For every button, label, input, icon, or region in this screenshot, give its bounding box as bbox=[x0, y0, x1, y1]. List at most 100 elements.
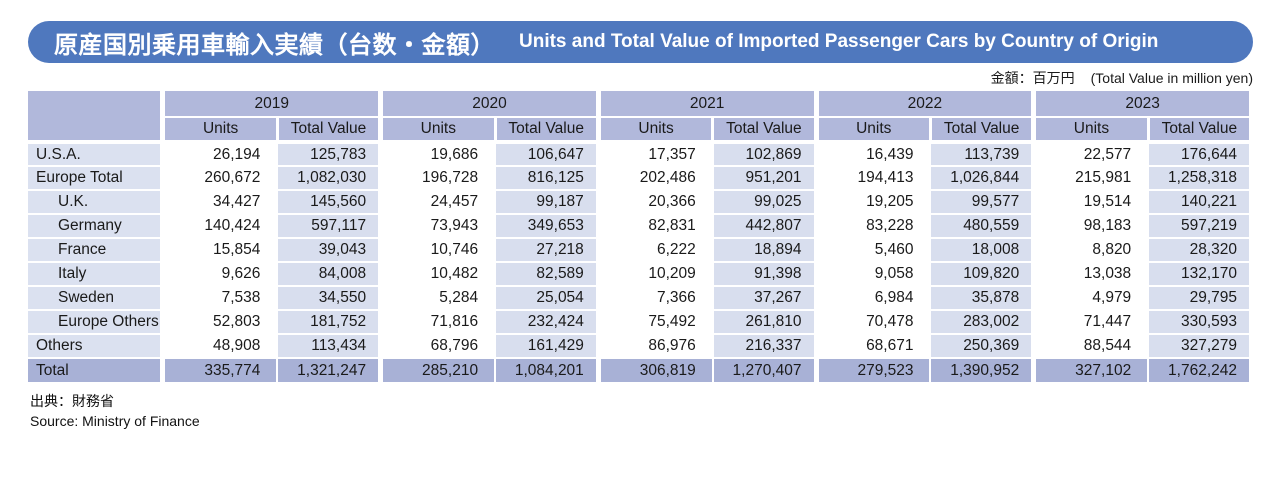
total-value-cell: 84,008 bbox=[277, 262, 384, 287]
units-column-header: Units bbox=[162, 117, 279, 144]
units-value-cell: 26,194 bbox=[162, 142, 279, 167]
total-value-column-header: Total Value bbox=[712, 117, 819, 144]
total-value-cell: 176,644 bbox=[1148, 142, 1255, 167]
units-column-header: Units bbox=[598, 117, 715, 144]
total-value-cell: 1,026,844 bbox=[930, 166, 1037, 191]
total-value-cell: 261,810 bbox=[712, 310, 819, 335]
units-value-cell: 140,424 bbox=[162, 214, 279, 239]
total-value-cell: 1,270,407 bbox=[712, 358, 819, 384]
total-value-cell: 250,369 bbox=[930, 334, 1037, 359]
total-value-cell: 327,279 bbox=[1148, 334, 1255, 359]
imported-cars-table: 2019 2020 2021 2022 2023 Units Total Value Unit… bbox=[28, 91, 1255, 384]
total-value-cell: 951,201 bbox=[712, 166, 819, 191]
units-value-cell: 17,357 bbox=[598, 142, 714, 167]
units-value-cell: 98,183 bbox=[1033, 214, 1150, 239]
units-value-cell: 68,796 bbox=[380, 334, 497, 359]
units-column-header: Units bbox=[816, 117, 932, 144]
total-value-cell: 216,337 bbox=[712, 334, 819, 359]
total-value-column-header: Total Value bbox=[1148, 117, 1255, 144]
units-value-cell: 335,774 bbox=[162, 358, 279, 384]
total-value-cell: 28,320 bbox=[1148, 238, 1255, 263]
total-value-cell: 25,054 bbox=[495, 286, 601, 311]
row-label: Total bbox=[28, 358, 166, 384]
units-value-cell: 196,728 bbox=[380, 166, 497, 191]
units-value-cell: 5,460 bbox=[816, 238, 932, 263]
total-value-cell: 18,008 bbox=[930, 238, 1037, 263]
total-value-cell: 597,219 bbox=[1148, 214, 1255, 239]
total-value-cell: 480,559 bbox=[930, 214, 1037, 239]
page-title-japanese: 原産国別乗用車輸入実績（台数・金額） bbox=[54, 31, 495, 59]
table-row: Sweden 7,538 34,550 5,284 25,054 7,366 37,267 6… bbox=[28, 286, 1255, 311]
total-value-cell: 99,187 bbox=[495, 190, 601, 215]
total-value-cell: 145,560 bbox=[277, 190, 384, 215]
total-value-cell: 442,807 bbox=[712, 214, 819, 239]
row-label: Europe Total bbox=[28, 166, 166, 191]
source-japanese: 出典：財務省 bbox=[30, 393, 114, 409]
table-row: U.S.A. 26,194 125,783 19,686 106,647 17,357 10… bbox=[28, 142, 1255, 167]
row-label: Germany bbox=[28, 214, 166, 239]
unit-note: 金額：百万円 (Total Value in million yen) bbox=[0, 68, 1253, 88]
page-title-english: Units and Total Value of Imported Passen… bbox=[519, 31, 1159, 52]
total-value-cell: 106,647 bbox=[495, 142, 601, 167]
total-value-cell: 27,218 bbox=[495, 238, 601, 263]
unit-note-english: (Total Value in million yen) bbox=[1090, 70, 1253, 86]
units-value-cell: 4,979 bbox=[1033, 286, 1150, 311]
year-header: 2022 bbox=[816, 91, 1037, 118]
total-value-cell: 1,390,952 bbox=[930, 358, 1037, 384]
total-value-cell: 1,084,201 bbox=[495, 358, 601, 384]
row-label: Italy bbox=[28, 262, 166, 287]
row-label: France bbox=[28, 238, 166, 263]
total-value-cell: 1,321,247 bbox=[277, 358, 384, 384]
total-value-cell: 597,117 bbox=[277, 214, 384, 239]
units-value-cell: 48,908 bbox=[162, 334, 279, 359]
page-title: 原産国別乗用車輸入実績（台数・金額） Units and Total Value… bbox=[28, 21, 1253, 63]
total-value-column-header: Total Value bbox=[930, 117, 1037, 144]
units-value-cell: 19,205 bbox=[816, 190, 932, 215]
total-value-column-header: Total Value bbox=[495, 117, 601, 144]
units-value-cell: 22,577 bbox=[1033, 142, 1150, 167]
units-value-cell: 9,626 bbox=[162, 262, 279, 287]
units-value-cell: 75,492 bbox=[598, 310, 714, 335]
source-english: Source: Ministry of Finance bbox=[30, 412, 200, 429]
units-value-cell: 327,102 bbox=[1033, 358, 1150, 384]
units-value-cell: 88,544 bbox=[1033, 334, 1150, 359]
units-value-cell: 20,366 bbox=[598, 190, 714, 215]
total-value-cell: 161,429 bbox=[495, 334, 601, 359]
units-value-cell: 5,284 bbox=[380, 286, 497, 311]
total-value-column-header: Total Value bbox=[277, 117, 384, 144]
total-value-cell: 1,258,318 bbox=[1148, 166, 1255, 191]
total-value-cell: 18,894 bbox=[712, 238, 819, 263]
units-value-cell: 70,478 bbox=[816, 310, 932, 335]
source-note: 出典：財務省 Source: Ministry of Finance bbox=[30, 392, 1280, 431]
total-value-cell: 1,082,030 bbox=[277, 166, 384, 191]
total-value-cell: 330,593 bbox=[1148, 310, 1255, 335]
units-value-cell: 9,058 bbox=[816, 262, 932, 287]
units-value-cell: 279,523 bbox=[816, 358, 932, 384]
column-header-row: Units Total Value Units Total Value Units Tot… bbox=[28, 117, 1255, 144]
table-row: Others 48,908 113,434 68,796 161,429 86,976 21… bbox=[28, 334, 1255, 359]
total-value-cell: 113,434 bbox=[277, 334, 384, 359]
total-value-cell: 113,739 bbox=[930, 142, 1037, 167]
table-body: U.S.A. 26,194 125,783 19,686 106,647 17,357 10… bbox=[28, 142, 1255, 384]
total-value-cell: 34,550 bbox=[277, 286, 384, 311]
units-value-cell: 19,686 bbox=[380, 142, 497, 167]
corner-cell bbox=[28, 91, 166, 144]
units-value-cell: 306,819 bbox=[598, 358, 714, 384]
total-value-cell: 91,398 bbox=[712, 262, 819, 287]
total-value-cell: 82,589 bbox=[495, 262, 601, 287]
total-value-cell: 29,795 bbox=[1148, 286, 1255, 311]
table-row: Europe Others 52,803 181,752 71,816 232,424 7… bbox=[28, 310, 1255, 335]
units-value-cell: 73,943 bbox=[380, 214, 497, 239]
table-row: Italy 9,626 84,008 10,482 82,589 10,209 91,398… bbox=[28, 262, 1255, 287]
total-value-cell: 125,783 bbox=[277, 142, 384, 167]
units-value-cell: 8,820 bbox=[1033, 238, 1150, 263]
units-column-header: Units bbox=[380, 117, 497, 144]
units-value-cell: 7,538 bbox=[162, 286, 279, 311]
total-value-cell: 132,170 bbox=[1148, 262, 1255, 287]
units-value-cell: 19,514 bbox=[1033, 190, 1150, 215]
year-header: 2020 bbox=[380, 91, 601, 118]
table-row: Germany 140,424 597,117 73,943 349,653 82,831… bbox=[28, 214, 1255, 239]
total-value-cell: 816,125 bbox=[495, 166, 601, 191]
units-value-cell: 10,209 bbox=[598, 262, 714, 287]
row-label: Sweden bbox=[28, 286, 166, 311]
